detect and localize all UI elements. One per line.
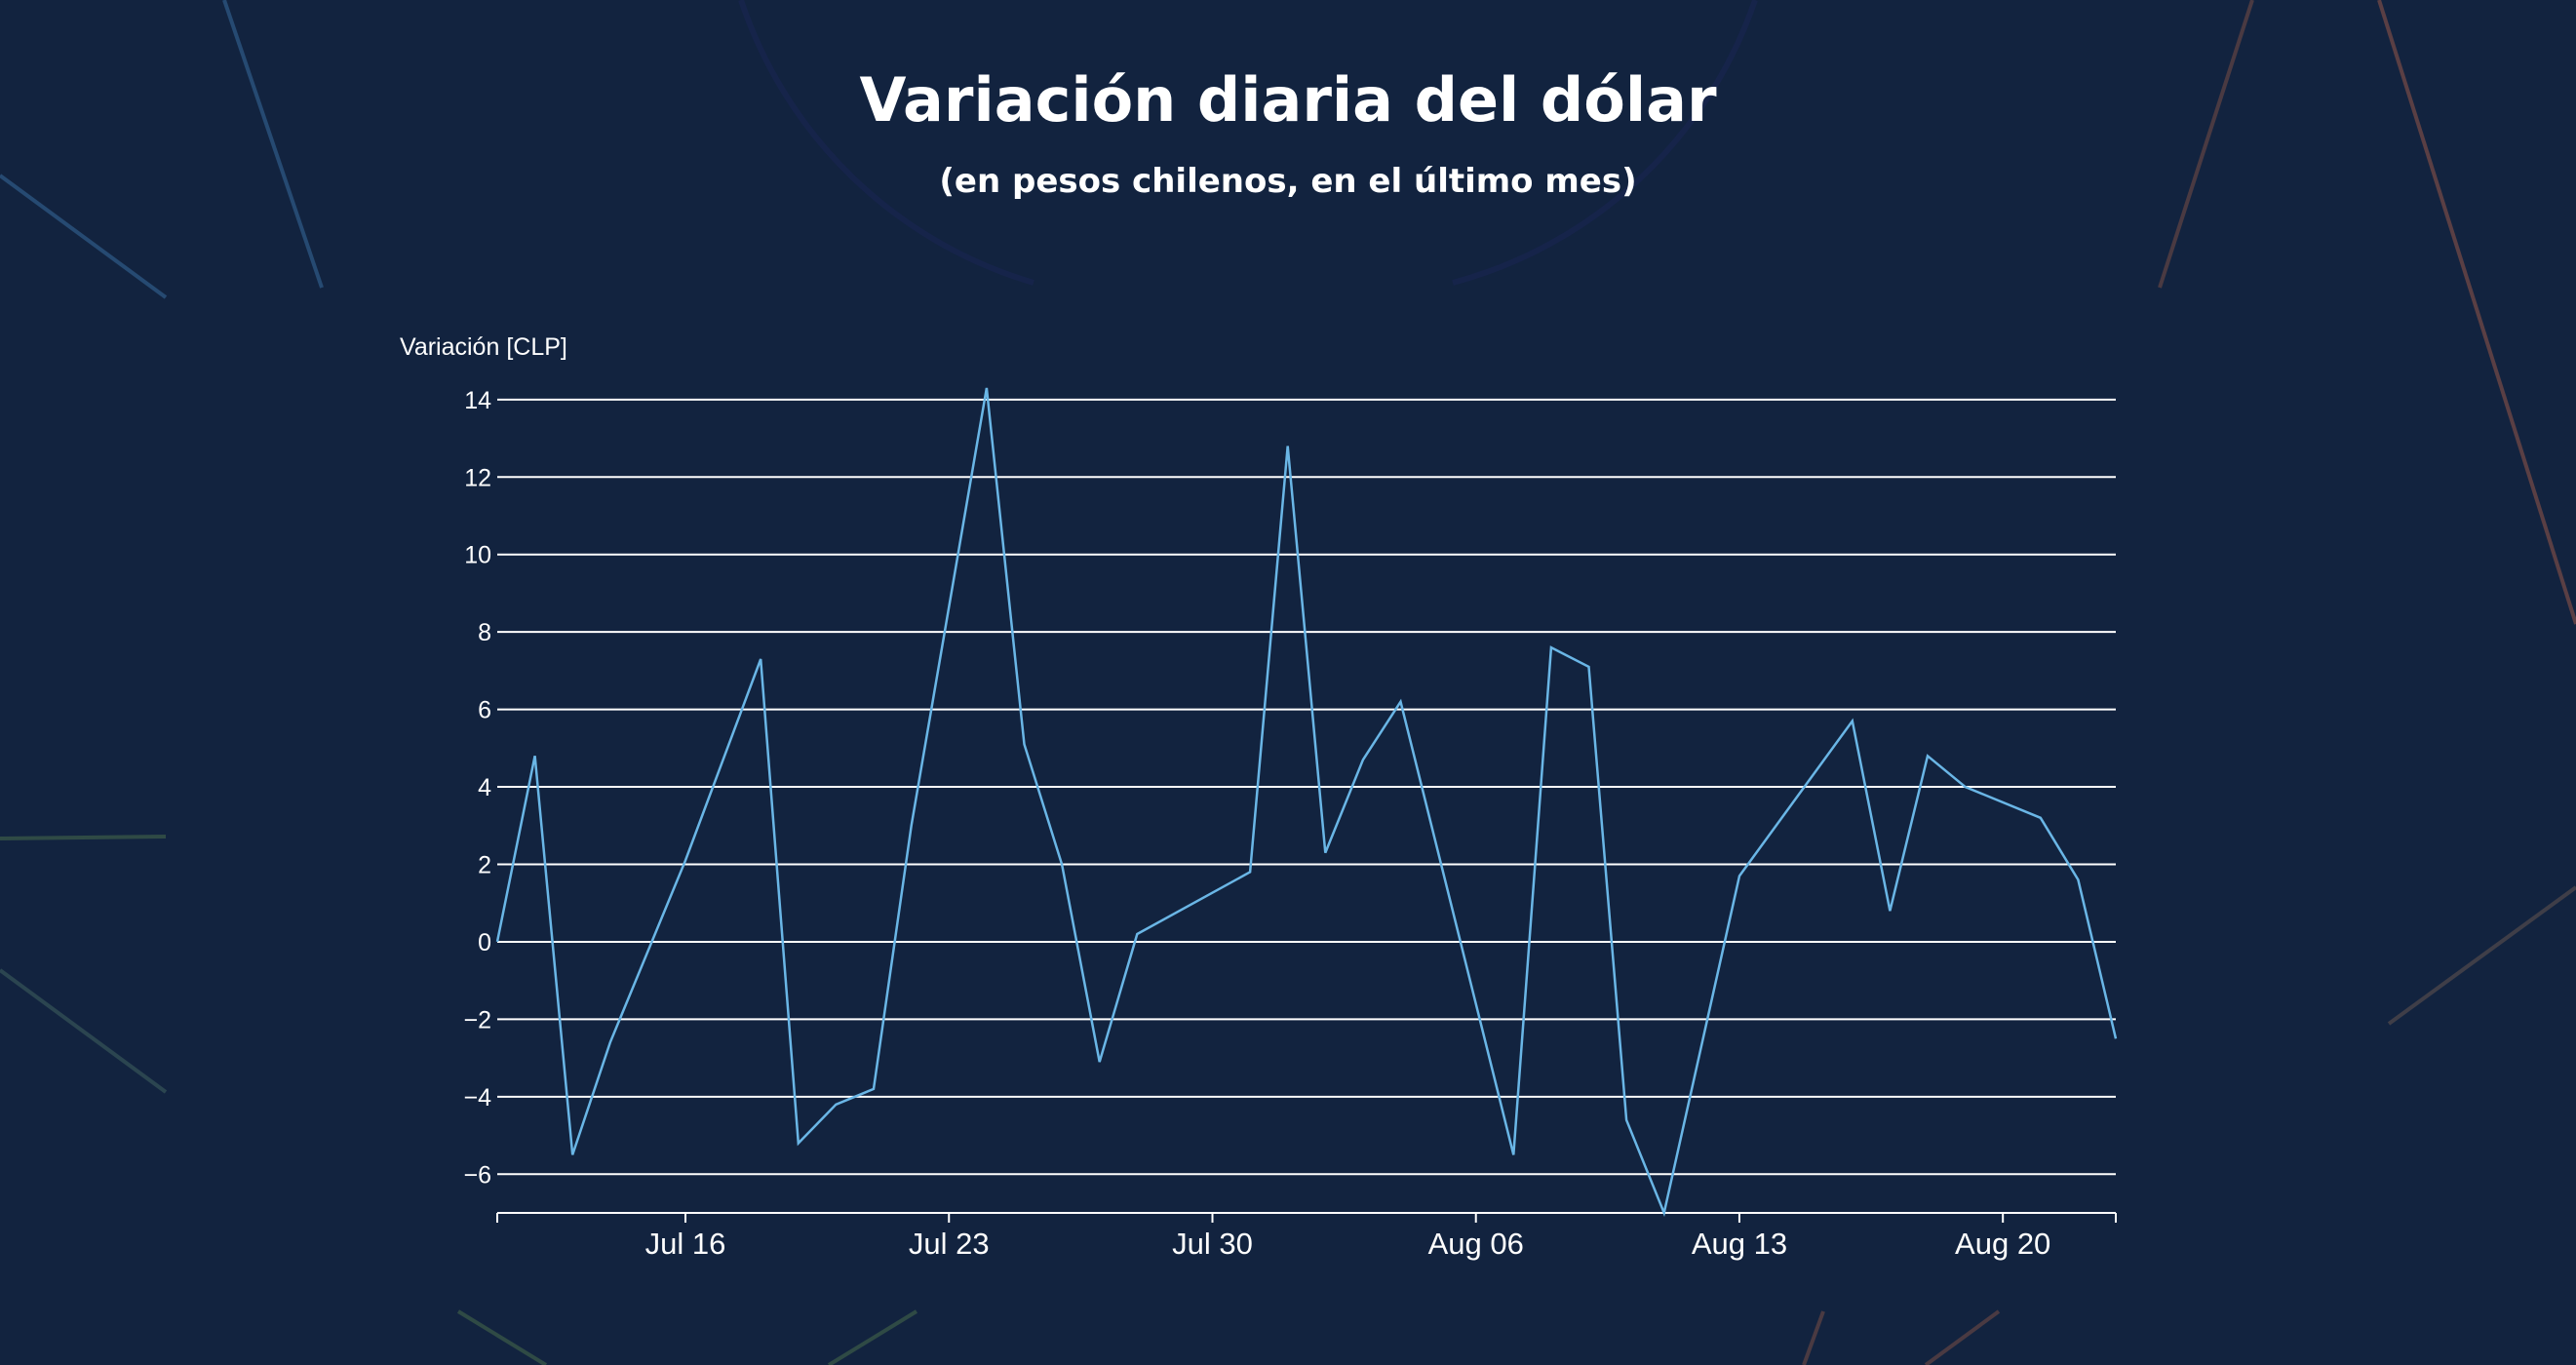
x-tick-label: Aug 20 [1955,1227,2050,1261]
y-tick-label: −4 [463,1084,491,1112]
page-subtitle: (en pesos chilenos, en el último mes) [939,162,1637,201]
y-tick-label: 10 [464,542,491,569]
x-tick-label: Jul 30 [1172,1227,1253,1261]
y-tick-label: −6 [463,1161,491,1189]
y-tick-label: 12 [464,464,491,491]
series-line [495,387,2118,1218]
x-tick-label: Jul 16 [645,1227,726,1261]
y-tick-label: 2 [478,852,491,879]
y-tick-label: −2 [463,1006,491,1034]
page-title: Variación diaria del dólar [859,64,1717,136]
x-tick-label: Aug 06 [1428,1227,1524,1261]
y-axis-label: Variación [CLP] [400,333,567,361]
y-tick-label: 8 [478,619,491,646]
y-tick-label: 6 [478,697,491,724]
y-tick-label: 14 [464,387,491,414]
y-tick-label: 4 [478,774,491,801]
x-tick-label: Aug 13 [1692,1227,1787,1261]
x-tick-label: Jul 23 [909,1227,990,1261]
y-tick-label: 0 [478,929,491,956]
